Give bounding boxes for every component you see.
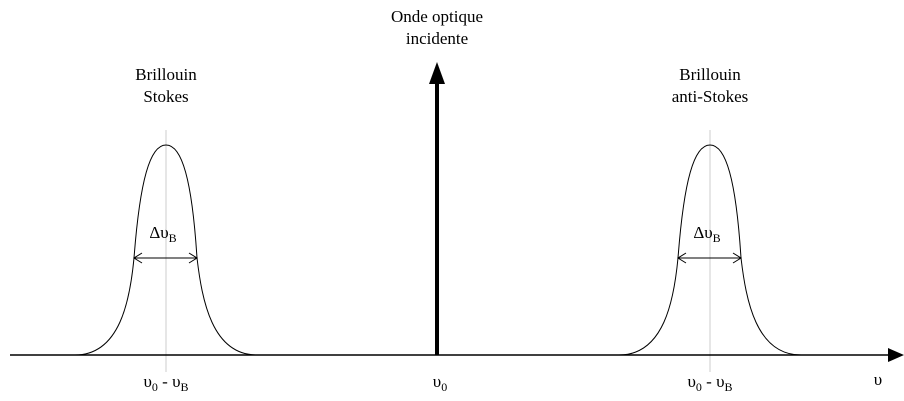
label-part: B: [725, 380, 733, 394]
label-part: υ: [143, 372, 151, 391]
width-arrow: [133, 252, 198, 264]
anti-stokes-peak: [618, 144, 802, 356]
label-part: B: [181, 380, 189, 394]
tick-label: υ0 - υB: [143, 372, 188, 394]
label-part: -: [158, 372, 172, 391]
peak-title: Brillouin: [135, 65, 197, 84]
width-symbol: Δυ: [149, 223, 168, 242]
axis-arrowhead: [888, 348, 904, 362]
label-part: υ: [433, 372, 441, 391]
width-label: ΔυB: [149, 223, 176, 245]
peak-title: Brillouin: [679, 65, 741, 84]
width-sub: B: [713, 231, 721, 245]
width-sub: B: [169, 231, 177, 245]
label-part: -: [702, 372, 716, 391]
label-part: υ: [716, 372, 724, 391]
peak-title: anti-Stokes: [672, 87, 749, 106]
label-part: 0: [152, 380, 158, 394]
tick-label: υ0 - υB: [687, 372, 732, 394]
incident-arrowhead: [429, 62, 445, 84]
width-symbol: Δυ: [693, 223, 712, 242]
label-part: υ: [172, 372, 180, 391]
peak-title: Stokes: [143, 87, 188, 106]
label-part: 0: [696, 380, 702, 394]
center-title: Onde optique: [391, 7, 483, 26]
axis-label: υ: [874, 370, 882, 389]
width-label: ΔυB: [693, 223, 720, 245]
label-part: 0: [441, 380, 447, 394]
center-title: incidente: [406, 29, 468, 48]
label-part: υ: [687, 372, 695, 391]
tick-label: υ0: [433, 372, 447, 394]
stokes-peak: [74, 144, 258, 356]
width-arrow: [677, 252, 742, 264]
